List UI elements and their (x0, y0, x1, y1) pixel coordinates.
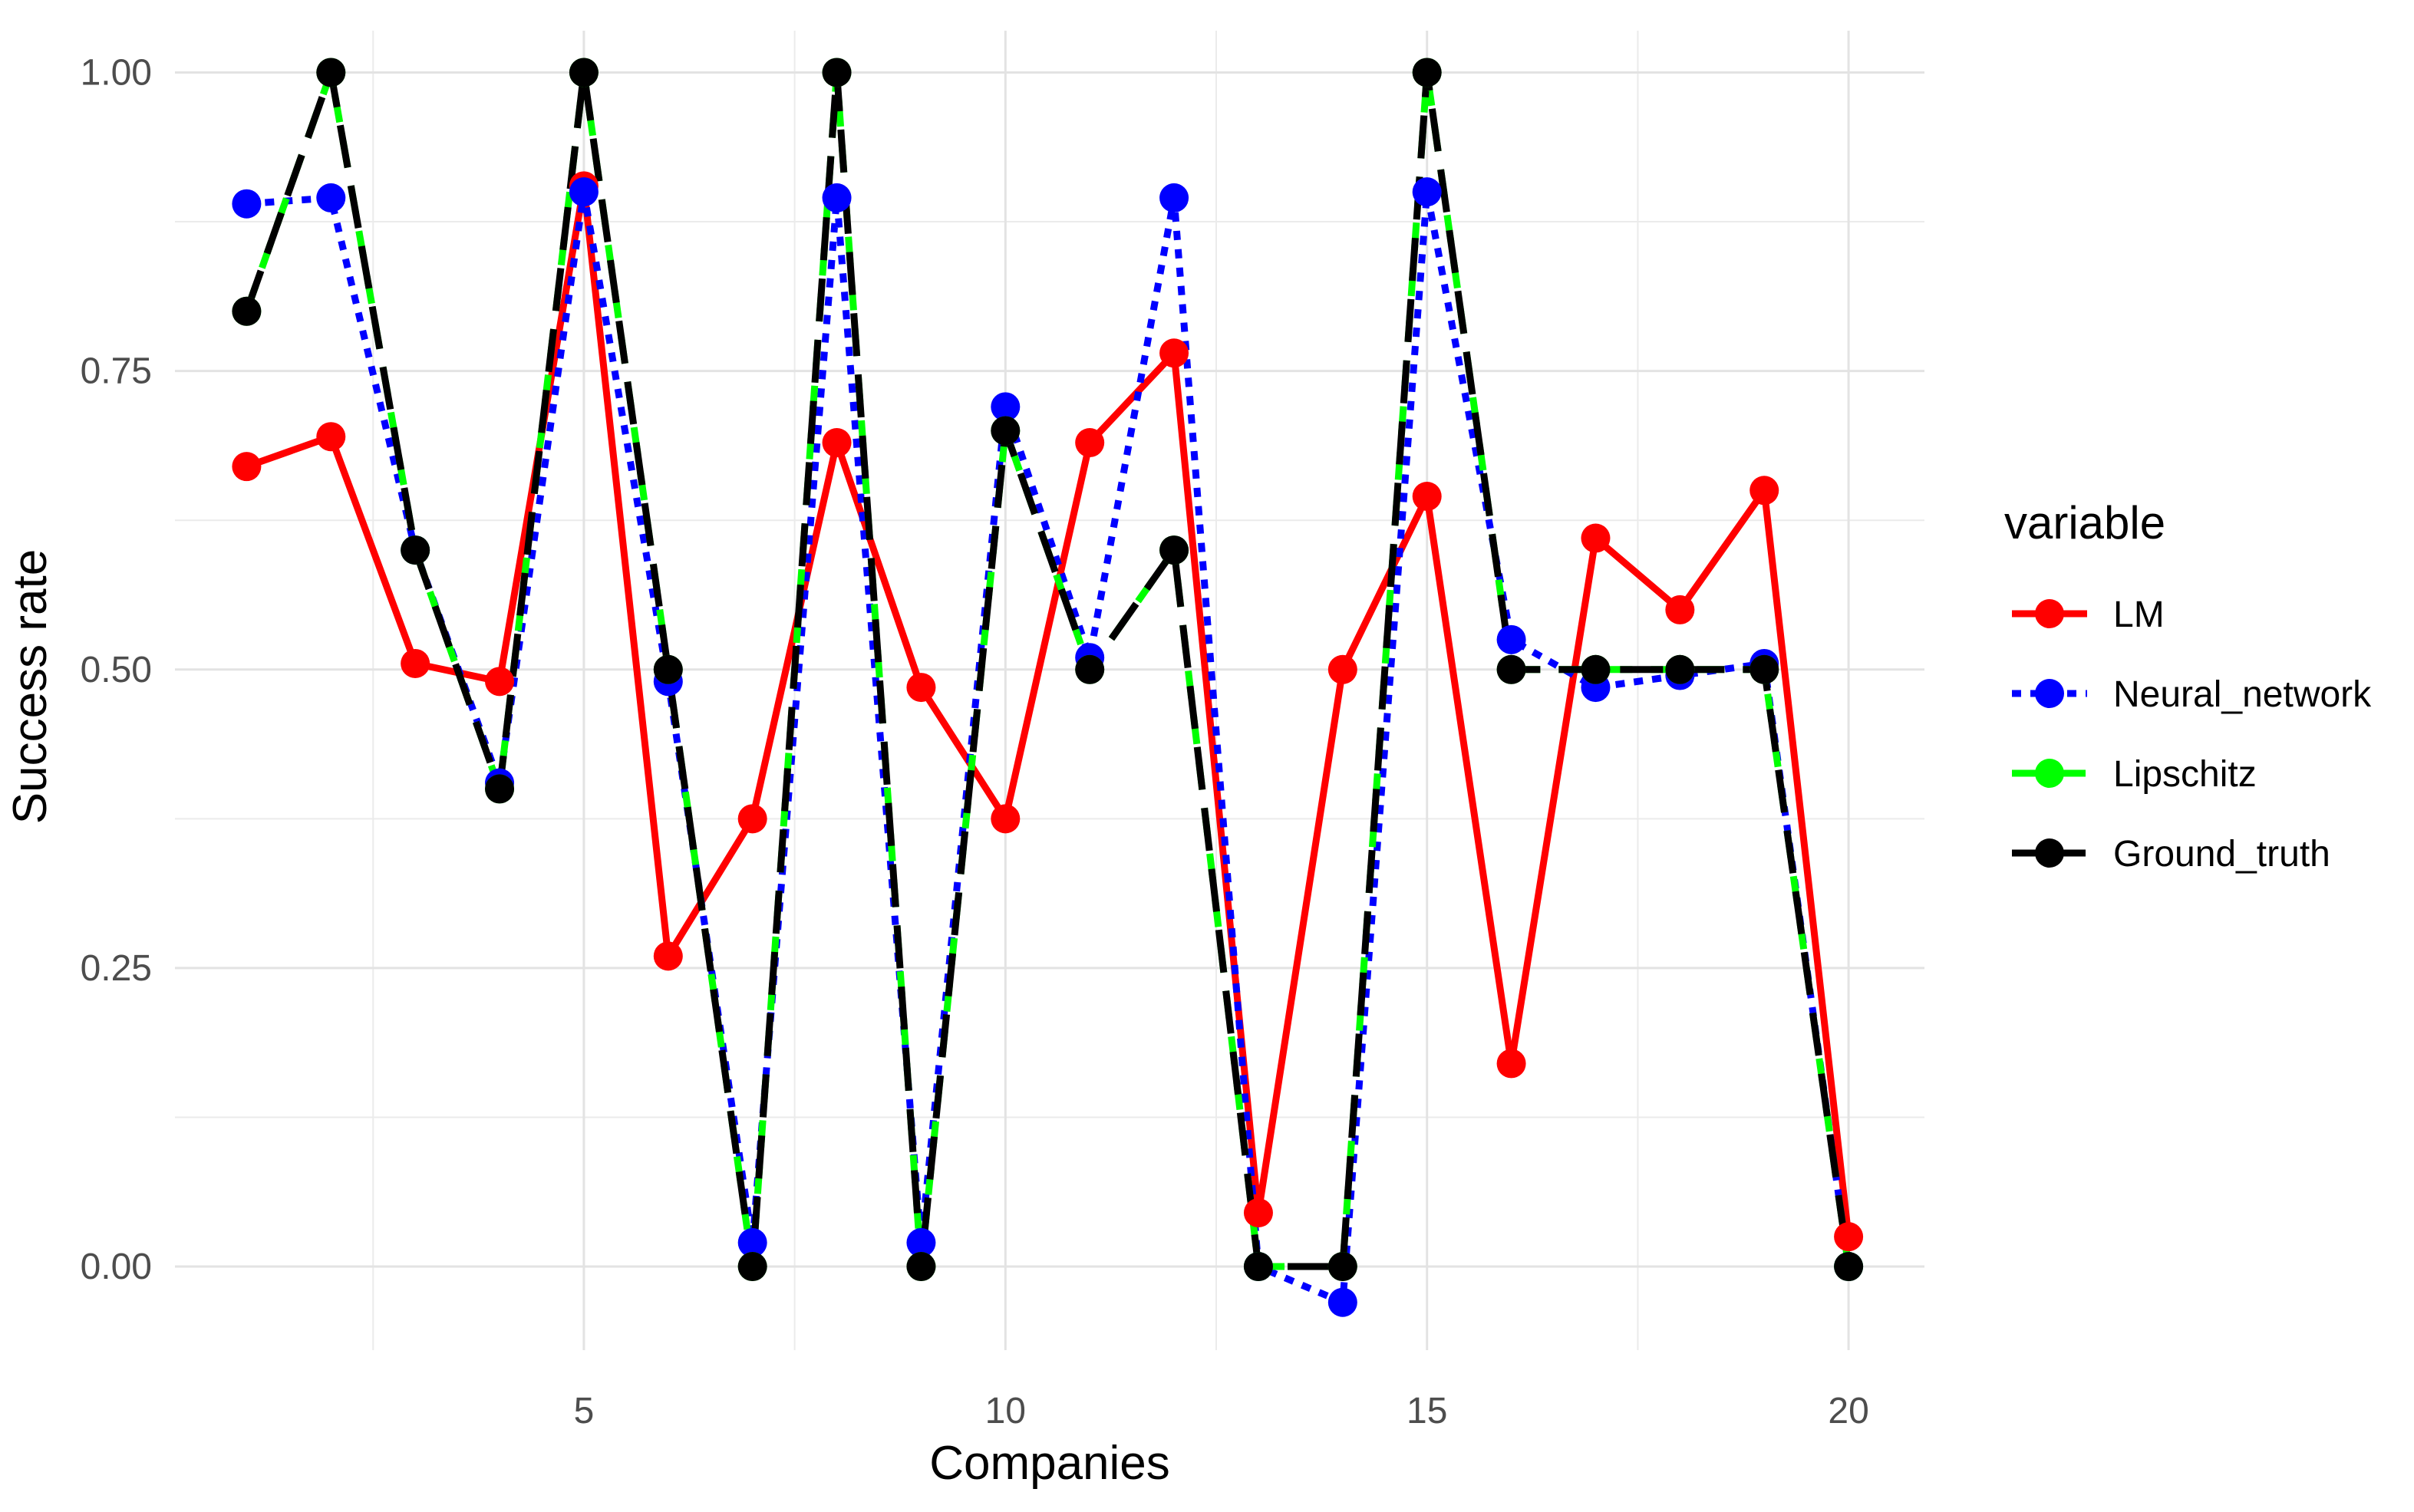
data-point-neural-network (906, 1227, 936, 1257)
grid-minor (175, 31, 1924, 1350)
data-point-lm (1749, 476, 1779, 506)
x-axis-title: Companies (929, 1437, 1170, 1490)
legend-key-point-lipschitz (2035, 759, 2064, 788)
data-point-ground-truth (316, 58, 346, 87)
data-point-neural-network (232, 189, 262, 219)
legend-key-point-neural-network (2035, 679, 2064, 708)
data-point-neural-network (1159, 183, 1189, 212)
data-point-neural-network (569, 177, 599, 207)
grid-major (175, 31, 1924, 1350)
data-point-ground-truth (569, 58, 599, 87)
data-point-ground-truth (1327, 1252, 1357, 1282)
data-point-lm (1243, 1197, 1273, 1227)
y-axis-title: Success rate (4, 549, 57, 824)
y-tick-label: 0.25 (81, 948, 152, 989)
data-point-ground-truth (1749, 654, 1779, 684)
data-point-ground-truth (906, 1252, 936, 1282)
legend-label-lipschitz: Lipschitz (2113, 754, 2257, 795)
data-point-lm (1159, 338, 1189, 368)
y-tick-label: 0.75 (81, 351, 152, 392)
data-point-neural-network (991, 392, 1021, 422)
data-point-lm (1496, 1049, 1526, 1079)
data-point-neural-network (1412, 177, 1442, 207)
data-point-ground-truth (1412, 58, 1442, 87)
data-point-ground-truth (1159, 535, 1189, 565)
x-tick-label: 15 (1407, 1391, 1447, 1431)
data-point-lm (232, 452, 262, 482)
x-tick-label: 10 (985, 1391, 1026, 1431)
data-point-neural-network (1327, 1287, 1357, 1317)
data-point-neural-network (316, 183, 346, 212)
legend-label-ground-truth: Ground_truth (2113, 834, 2330, 875)
data-point-lm (906, 673, 936, 703)
data-point-lm (737, 804, 767, 834)
data-point-lm (1581, 523, 1611, 553)
data-point-ground-truth (1496, 654, 1526, 684)
legend-label-lm: LM (2113, 595, 2165, 635)
data-point-neural-network (822, 183, 852, 212)
legend-entries: LM Neural_network Lipschitz Ground_truth (2012, 595, 2372, 875)
data-point-ground-truth (822, 58, 852, 87)
data-point-lm (822, 428, 852, 458)
legend-label-neural-network: Neural_network (2113, 674, 2372, 715)
data-point-ground-truth (737, 1252, 767, 1282)
x-axis-ticks: 5 10 15 20 (574, 1391, 1869, 1431)
x-tick-label: 5 (574, 1391, 595, 1431)
data-point-ground-truth (1243, 1252, 1273, 1282)
data-point-ground-truth (485, 774, 515, 804)
data-point-lm (401, 648, 430, 678)
data-point-lm (1412, 482, 1442, 512)
legend-title: variable (2004, 497, 2165, 548)
y-tick-label: 1.00 (81, 52, 152, 93)
data-point-lm (1075, 428, 1105, 458)
data-point-ground-truth (1581, 654, 1611, 684)
data-point-ground-truth (232, 296, 262, 326)
data-point-lm (316, 422, 346, 452)
data-point-neural-network (737, 1227, 767, 1257)
legend-key-point-lm (2035, 599, 2064, 628)
data-point-lm (653, 941, 683, 971)
x-tick-label: 20 (1828, 1391, 1868, 1431)
data-point-lm (991, 804, 1021, 834)
data-point-lm (1327, 654, 1357, 684)
data-point-ground-truth (653, 654, 683, 684)
data-point-ground-truth (1834, 1252, 1864, 1282)
legend-key-point-ground-truth (2035, 838, 2064, 868)
y-tick-label: 0.50 (81, 650, 152, 690)
series-line-lm (245, 182, 1852, 1237)
data-point-ground-truth (1665, 654, 1695, 684)
data-point-ground-truth (1075, 654, 1105, 684)
series-points (232, 58, 1864, 1317)
data-point-neural-network (1496, 624, 1526, 654)
data-point-lm (485, 667, 515, 697)
data-point-ground-truth (991, 416, 1021, 446)
legend: variable LM Neural_network Lipschitz Ground… (2004, 497, 2372, 875)
y-tick-label: 0.00 (81, 1247, 152, 1287)
y-axis-ticks: 0.00 0.25 0.50 0.75 1.00 (81, 52, 152, 1287)
data-point-lm (1665, 595, 1695, 624)
data-point-lm (1834, 1222, 1864, 1252)
data-point-ground-truth (401, 535, 430, 565)
